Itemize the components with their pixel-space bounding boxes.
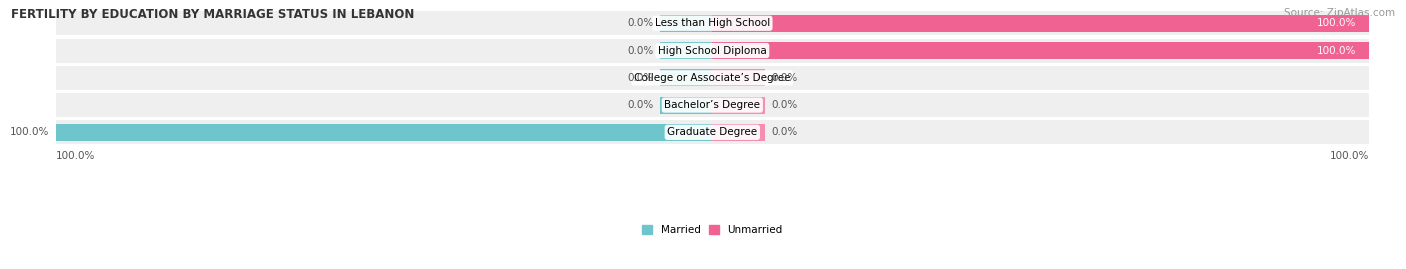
Bar [713, 124, 765, 141]
Text: 0.0%: 0.0% [627, 100, 654, 110]
Text: 100.0%: 100.0% [56, 151, 96, 161]
Bar [659, 69, 713, 86]
Bar [713, 97, 765, 114]
Text: High School Diploma: High School Diploma [658, 45, 766, 55]
Bar [659, 42, 713, 59]
Text: 0.0%: 0.0% [627, 73, 654, 83]
Bar [713, 15, 1369, 32]
Text: Less than High School: Less than High School [655, 18, 770, 28]
Text: College or Associate’s Degree: College or Associate’s Degree [634, 73, 790, 83]
Bar [659, 97, 713, 114]
Bar [56, 93, 1369, 117]
Text: 100.0%: 100.0% [10, 127, 49, 137]
Legend: Married, Unmarried: Married, Unmarried [638, 221, 787, 239]
Text: 100.0%: 100.0% [1316, 45, 1355, 55]
Bar [713, 69, 765, 86]
Bar [56, 124, 713, 141]
Bar [56, 11, 1369, 35]
Bar [56, 120, 1369, 144]
Text: Bachelor’s Degree: Bachelor’s Degree [664, 100, 761, 110]
Text: 0.0%: 0.0% [772, 127, 797, 137]
Bar [659, 15, 713, 32]
Text: 0.0%: 0.0% [627, 45, 654, 55]
Text: 0.0%: 0.0% [772, 100, 797, 110]
Text: Graduate Degree: Graduate Degree [668, 127, 758, 137]
Text: 100.0%: 100.0% [1330, 151, 1369, 161]
Bar [713, 42, 1369, 59]
Bar [56, 38, 1369, 62]
Text: 100.0%: 100.0% [1316, 18, 1355, 28]
Text: 0.0%: 0.0% [772, 73, 797, 83]
Bar [56, 66, 1369, 90]
Text: FERTILITY BY EDUCATION BY MARRIAGE STATUS IN LEBANON: FERTILITY BY EDUCATION BY MARRIAGE STATU… [11, 8, 415, 21]
Text: 0.0%: 0.0% [627, 18, 654, 28]
Text: Source: ZipAtlas.com: Source: ZipAtlas.com [1284, 8, 1395, 18]
